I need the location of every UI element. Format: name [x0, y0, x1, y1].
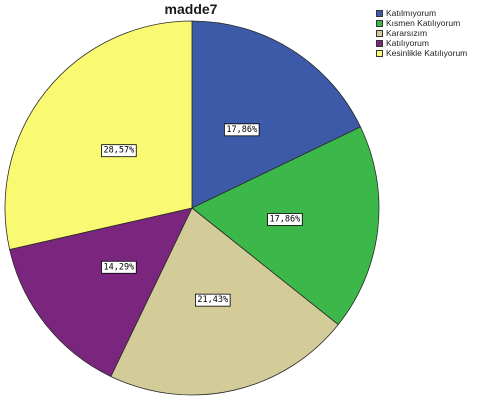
- legend-item-2: Kısmen Katılıyorum: [376, 18, 467, 28]
- slice-label-2: 17,86%: [267, 213, 303, 226]
- legend-item-5: Kesinlikle Katılıyorum: [376, 48, 467, 58]
- legend-label: Katılmıyorum: [386, 8, 437, 18]
- legend-item-4: Katılıyorum: [376, 38, 467, 48]
- slice-label-3: 21,43%: [195, 293, 231, 307]
- legend-label: Kesinlikle Katılıyorum: [386, 48, 468, 58]
- svg-text:28,57%: 28,57%: [104, 146, 135, 156]
- slice-label-1: 17,86%: [223, 123, 260, 137]
- legend-label: Kararsızım: [386, 28, 428, 38]
- legend-swatch: [376, 39, 383, 47]
- legend-swatch: [376, 29, 383, 37]
- legend-item-1: Katılmıyorum: [376, 8, 467, 18]
- pie-slice-1: [191, 20, 362, 209]
- legend-swatch: [376, 19, 383, 27]
- pie-slice-5: [4, 20, 193, 251]
- legend-swatch: [376, 49, 383, 57]
- legend-label: Kısmen Katılıyorum: [386, 18, 461, 28]
- svg-text:17,86%: 17,86%: [270, 214, 301, 224]
- slice-label-4: 14,29%: [101, 260, 137, 274]
- legend-swatch: [376, 9, 383, 17]
- svg-text:17,86%: 17,86%: [226, 125, 257, 135]
- chart-title: madde7: [164, 1, 218, 17]
- legend-item-3: Kararsızım: [376, 28, 467, 38]
- chart-legend: Katılmıyorum Kısmen Katılıyorum Kararsızım…: [376, 8, 467, 58]
- slice-label-5: 28,57%: [101, 144, 137, 158]
- legend-label: Katılıyorum: [386, 38, 429, 48]
- svg-text:14,29%: 14,29%: [104, 262, 135, 272]
- pie-slice-4: [9, 207, 193, 378]
- svg-text:21,43%: 21,43%: [197, 295, 228, 305]
